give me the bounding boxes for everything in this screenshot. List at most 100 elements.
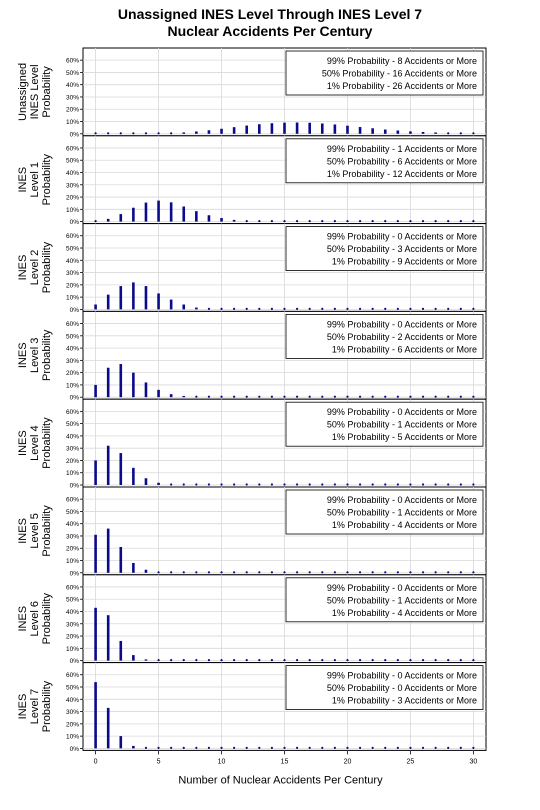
y-tick-label: 30% bbox=[66, 182, 79, 189]
point bbox=[472, 483, 475, 486]
legend-entry: 1% Probability - 9 Accidents or More bbox=[332, 257, 477, 267]
point bbox=[358, 659, 362, 662]
y-tick-label: 10% bbox=[66, 470, 79, 477]
x-tick-label: 5 bbox=[157, 758, 161, 765]
legend-box bbox=[285, 313, 484, 359]
point bbox=[233, 483, 236, 486]
point bbox=[245, 746, 248, 750]
point bbox=[195, 395, 198, 398]
y-tick-label: 20% bbox=[66, 458, 79, 465]
point bbox=[421, 220, 425, 223]
point bbox=[358, 571, 362, 574]
y-tick-label: 50% bbox=[66, 246, 79, 253]
point bbox=[434, 483, 437, 486]
legend-box bbox=[285, 401, 484, 447]
legend-entry: 99% Probability - 0 Accidents or More bbox=[327, 232, 477, 242]
point bbox=[358, 746, 362, 750]
point bbox=[170, 132, 173, 135]
legend-entry: 50% Probability - 1 Accidents or More bbox=[327, 508, 477, 518]
y-tick-label: 0% bbox=[70, 395, 80, 402]
point bbox=[447, 395, 450, 398]
point bbox=[384, 746, 387, 750]
point bbox=[283, 483, 286, 486]
point bbox=[346, 571, 349, 574]
point bbox=[421, 307, 425, 310]
point bbox=[333, 307, 336, 310]
point bbox=[421, 659, 425, 662]
y-tick-label: 0% bbox=[70, 746, 80, 753]
point bbox=[283, 307, 286, 310]
y-tick-label: 20% bbox=[66, 370, 79, 377]
point bbox=[182, 571, 185, 574]
point bbox=[132, 132, 135, 135]
y-tick-label: 40% bbox=[66, 82, 79, 89]
point bbox=[434, 659, 437, 662]
point bbox=[195, 659, 198, 662]
point bbox=[94, 220, 97, 223]
point bbox=[321, 746, 324, 750]
y-tick-label: 50% bbox=[66, 421, 79, 428]
point bbox=[207, 395, 211, 398]
point bbox=[333, 659, 336, 662]
y-axis-label: Probability bbox=[41, 680, 53, 732]
y-tick-label: 60% bbox=[66, 145, 79, 152]
point bbox=[358, 307, 362, 310]
point bbox=[384, 307, 387, 310]
y-axis-label: Level 5 bbox=[29, 513, 41, 548]
y-tick-label: 30% bbox=[66, 533, 79, 540]
legend-entry: 1% Probability - 3 Accidents or More bbox=[332, 696, 477, 706]
point bbox=[459, 307, 462, 310]
point bbox=[384, 571, 387, 574]
point bbox=[308, 307, 311, 310]
point bbox=[207, 746, 211, 750]
legend-entry: 99% Probability - 0 Accidents or More bbox=[327, 671, 477, 681]
point bbox=[472, 395, 475, 398]
point bbox=[245, 395, 248, 398]
point bbox=[258, 395, 261, 398]
point bbox=[220, 307, 223, 310]
legend-entry: 1% Probability - 4 Accidents or More bbox=[332, 520, 477, 530]
y-tick-label: 10% bbox=[66, 734, 79, 741]
point bbox=[295, 571, 299, 574]
point bbox=[459, 220, 462, 223]
point bbox=[409, 746, 412, 750]
point bbox=[447, 483, 450, 486]
y-tick-label: 0% bbox=[70, 483, 80, 490]
point bbox=[384, 483, 387, 486]
y-tick-label: 60% bbox=[66, 409, 79, 416]
point bbox=[447, 746, 450, 750]
point bbox=[220, 395, 223, 398]
point bbox=[384, 395, 387, 398]
y-tick-label: 0% bbox=[70, 570, 80, 577]
point bbox=[321, 220, 324, 223]
legend-box bbox=[285, 50, 484, 96]
point bbox=[207, 307, 211, 310]
y-tick-label: 30% bbox=[66, 446, 79, 453]
point bbox=[157, 746, 160, 750]
chart-title: Unassigned INES Level Through INES Level… bbox=[0, 6, 540, 40]
chart-title-line-2: Nuclear Accidents Per Century bbox=[167, 23, 373, 39]
point bbox=[371, 659, 374, 662]
point bbox=[295, 746, 299, 750]
point bbox=[409, 483, 412, 486]
legend-entry: 50% Probability - 2 Accidents or More bbox=[327, 332, 477, 342]
y-tick-label: 20% bbox=[66, 282, 79, 289]
point bbox=[409, 395, 412, 398]
legend-entry: 50% Probability - 16 Accidents or More bbox=[322, 69, 477, 79]
y-tick-label: 10% bbox=[66, 207, 79, 214]
y-tick-label: 60% bbox=[66, 672, 79, 679]
point bbox=[371, 395, 374, 398]
y-tick-label: 60% bbox=[66, 584, 79, 591]
point bbox=[258, 746, 261, 750]
y-axis-label: Level 7 bbox=[29, 689, 41, 724]
point bbox=[346, 483, 349, 486]
point bbox=[207, 659, 211, 662]
point bbox=[447, 307, 450, 310]
point bbox=[258, 220, 261, 223]
point bbox=[396, 220, 399, 223]
y-tick-label: 50% bbox=[66, 597, 79, 604]
y-axis-label: INES bbox=[17, 342, 29, 368]
point bbox=[270, 220, 274, 223]
point bbox=[346, 395, 349, 398]
point bbox=[295, 659, 299, 662]
